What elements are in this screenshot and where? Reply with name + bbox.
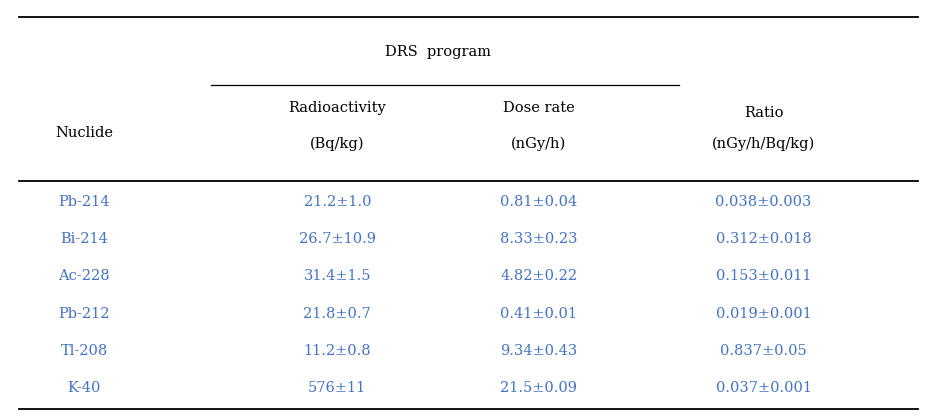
Text: (nGy/h): (nGy/h) <box>511 137 565 151</box>
Text: Ratio: Ratio <box>743 106 782 120</box>
Text: Dose rate: Dose rate <box>503 101 574 116</box>
Text: 9.34±0.43: 9.34±0.43 <box>500 344 577 358</box>
Text: DRS  program: DRS program <box>385 45 490 59</box>
Text: Pb-212: Pb-212 <box>59 306 110 321</box>
Text: 0.019±0.001: 0.019±0.001 <box>715 306 811 321</box>
Text: Nuclide: Nuclide <box>55 126 113 141</box>
Text: 21.5±0.09: 21.5±0.09 <box>500 381 577 395</box>
Text: (Bq/kg): (Bq/kg) <box>310 137 364 151</box>
Text: 11.2±0.8: 11.2±0.8 <box>303 344 371 358</box>
Text: 0.81±0.04: 0.81±0.04 <box>500 195 577 209</box>
Text: 0.037±0.001: 0.037±0.001 <box>715 381 811 395</box>
Text: (nGy/h/Bq/kg): (nGy/h/Bq/kg) <box>711 137 814 151</box>
Text: 0.038±0.003: 0.038±0.003 <box>715 195 811 209</box>
Text: 0.312±0.018: 0.312±0.018 <box>715 232 811 246</box>
Text: 0.153±0.011: 0.153±0.011 <box>715 269 811 284</box>
Text: 21.2±1.0: 21.2±1.0 <box>303 195 371 209</box>
Text: K-40: K-40 <box>67 381 101 395</box>
Text: Ac-228: Ac-228 <box>58 269 110 284</box>
Text: 0.837±0.05: 0.837±0.05 <box>720 344 806 358</box>
Text: Tl-208: Tl-208 <box>61 344 108 358</box>
Text: 26.7±10.9: 26.7±10.9 <box>299 232 375 246</box>
Text: Pb-214: Pb-214 <box>59 195 110 209</box>
Text: Bi-214: Bi-214 <box>60 232 109 246</box>
Text: Radioactivity: Radioactivity <box>288 101 386 116</box>
Text: 21.8±0.7: 21.8±0.7 <box>303 306 371 321</box>
Text: 576±11: 576±11 <box>308 381 366 395</box>
Text: 4.82±0.22: 4.82±0.22 <box>500 269 577 284</box>
Text: 8.33±0.23: 8.33±0.23 <box>500 232 577 246</box>
Text: 31.4±1.5: 31.4±1.5 <box>303 269 371 284</box>
Text: 0.41±0.01: 0.41±0.01 <box>500 306 577 321</box>
